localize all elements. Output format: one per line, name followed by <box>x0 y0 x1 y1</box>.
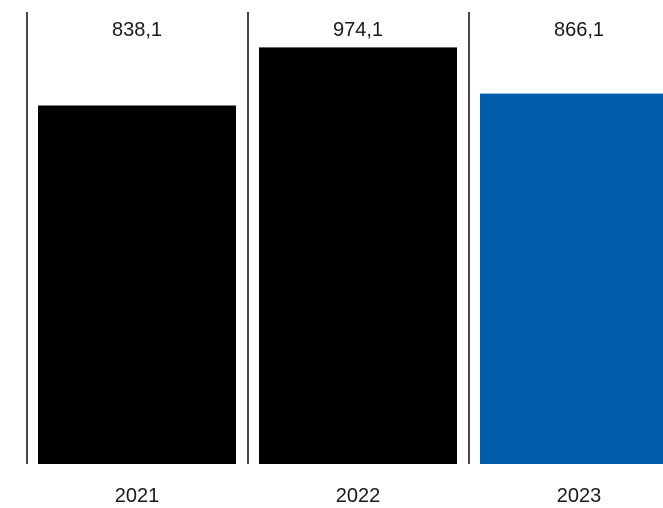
category-label-2022: 2022 <box>336 485 381 507</box>
bar-2023 <box>480 93 663 464</box>
bar-2021 <box>38 105 236 464</box>
category-labels: 2021 2022 2023 <box>115 485 602 507</box>
category-label-2021: 2021 <box>115 485 160 507</box>
value-label-2022: 974,1 <box>333 19 383 41</box>
value-label-2023: 866,1 <box>554 19 604 41</box>
column-separators <box>26 12 470 464</box>
bar-2022 <box>259 47 457 465</box>
value-label-2021: 838,1 <box>112 19 162 41</box>
value-labels: 838,1 974,1 866,1 <box>112 19 604 41</box>
category-label-2023: 2023 <box>557 485 602 507</box>
bars <box>38 47 663 465</box>
